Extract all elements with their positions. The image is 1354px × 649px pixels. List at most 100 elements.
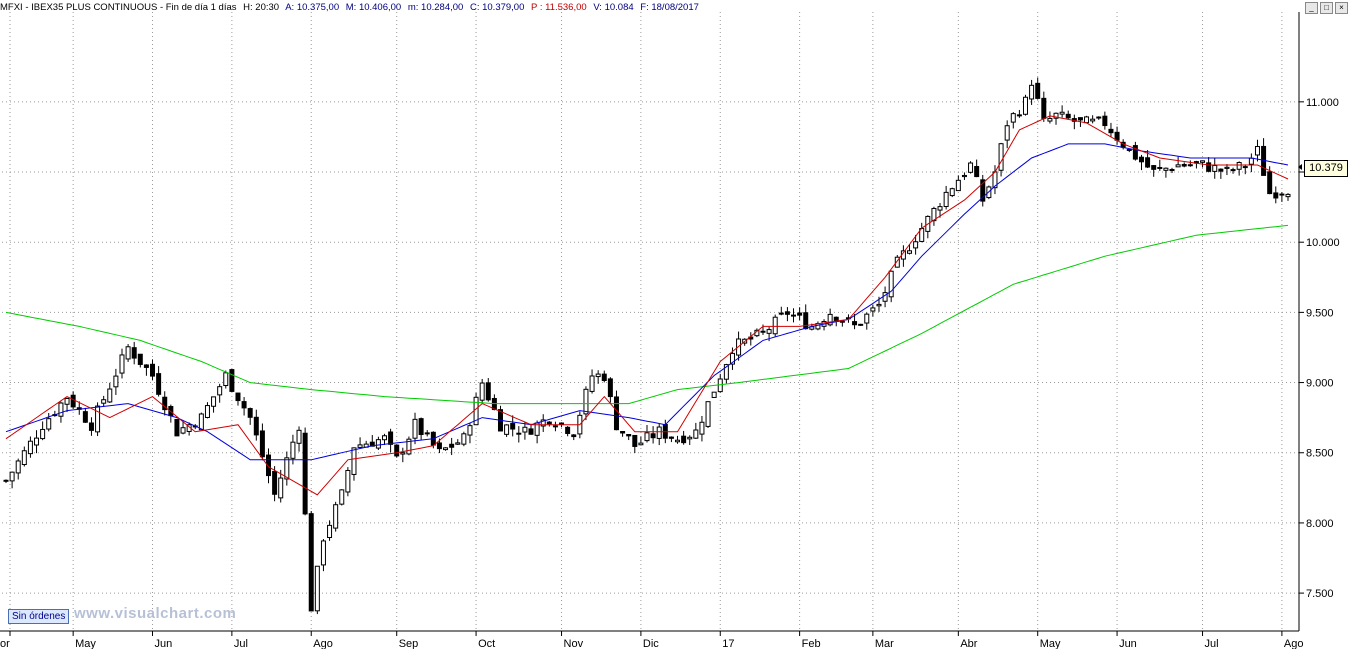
candle-body xyxy=(278,477,284,499)
candle-body xyxy=(620,430,626,434)
last-price-pointer xyxy=(1298,164,1302,170)
maximize-button[interactable]: □ xyxy=(1320,2,1333,14)
candle-body xyxy=(888,270,894,298)
candle-body xyxy=(803,312,809,330)
x-tick-label: Dic xyxy=(643,638,659,649)
candle-body xyxy=(272,470,278,495)
title-symbol: MFXI - IBEX35 PLUS CONTINUOUS - Fin de d… xyxy=(0,2,237,13)
candle-body xyxy=(198,413,204,431)
title-volume: V: 10.084 xyxy=(593,2,634,13)
candle-body xyxy=(406,438,412,455)
candle-body xyxy=(467,425,473,436)
ma-slow-line xyxy=(5,224,1289,405)
candle-body xyxy=(88,422,94,431)
candle-body xyxy=(394,444,400,457)
candle-body xyxy=(644,432,650,442)
candle-body xyxy=(223,372,229,387)
candle-body xyxy=(1059,111,1065,115)
candle-body xyxy=(485,382,491,401)
x-tick-label: Nov xyxy=(564,638,584,649)
candle-body xyxy=(852,321,858,326)
candle-body xyxy=(1169,168,1175,171)
candle-body xyxy=(675,439,681,443)
candle-body xyxy=(101,399,107,404)
candle-body xyxy=(40,428,46,440)
candle-body xyxy=(668,436,674,439)
window-title-bar: MFXI - IBEX35 PLUS CONTINUOUS - Fin de d… xyxy=(0,0,1354,16)
candle-body xyxy=(632,434,638,447)
y-tick-label: 9.500 xyxy=(1306,307,1334,319)
candle-body xyxy=(1163,167,1169,171)
candle-body xyxy=(290,441,296,459)
candle-body xyxy=(760,330,766,333)
x-axis-ticks: or May Jun Jul Ago Sep Oct Nov Dic 17 Feb Mar Abr May… xyxy=(0,631,1303,649)
candle-body xyxy=(70,394,76,408)
candle-body xyxy=(180,427,186,434)
candle-body xyxy=(522,426,528,433)
candle-body xyxy=(461,433,467,445)
candle-body xyxy=(436,442,442,450)
candle-body xyxy=(143,364,149,368)
candle-body xyxy=(705,401,711,427)
title-date: F: 18/08/2017 xyxy=(640,2,699,13)
ma-fast-line xyxy=(5,115,1289,496)
candle-body xyxy=(1267,171,1273,195)
candle-body xyxy=(778,312,784,315)
candle-body xyxy=(613,396,619,431)
candle-body xyxy=(699,421,705,435)
candle-body xyxy=(1077,117,1083,121)
candle-body xyxy=(174,419,180,437)
candle-body xyxy=(650,433,656,439)
candle-body xyxy=(369,441,375,447)
orders-status-button[interactable]: Sin órdenes xyxy=(8,609,70,624)
x-tick-label: Oct xyxy=(478,638,495,649)
candle-body xyxy=(357,444,363,448)
watermark: www.visualchart.com xyxy=(74,605,237,622)
candle-body xyxy=(638,442,644,446)
candle-body xyxy=(235,392,241,402)
candle-body xyxy=(1138,156,1144,163)
close-button[interactable]: × xyxy=(1335,2,1348,14)
candle-body xyxy=(864,313,870,324)
candle-body xyxy=(308,513,314,612)
candle-body xyxy=(711,391,717,398)
candle-body xyxy=(552,425,558,428)
candle-body xyxy=(1187,164,1193,167)
candle-body xyxy=(949,188,955,197)
candle-body xyxy=(998,143,1004,171)
minimize-button[interactable]: _ xyxy=(1305,2,1318,14)
candle-body xyxy=(791,314,797,317)
candle-body xyxy=(528,428,534,435)
candle-body xyxy=(1041,97,1047,119)
candle-body xyxy=(797,312,803,316)
candle-body xyxy=(1084,116,1090,124)
candles xyxy=(3,77,1291,615)
candle-body xyxy=(656,426,662,439)
last-price-tag: 10.379 xyxy=(1304,160,1348,177)
candle-body xyxy=(247,408,253,418)
candle-body xyxy=(876,303,882,307)
candle-body xyxy=(327,524,333,539)
candle-body xyxy=(229,369,235,392)
candle-body xyxy=(1200,160,1206,163)
candle-body xyxy=(589,375,595,392)
candle-body xyxy=(1132,145,1138,160)
candle-body xyxy=(1218,168,1224,172)
y-tick-label: 11.000 xyxy=(1306,97,1339,109)
x-tick-label: or xyxy=(0,638,10,649)
candle-body xyxy=(1022,96,1028,115)
candle-body xyxy=(1285,193,1291,198)
candle-body xyxy=(546,421,552,425)
candle-body xyxy=(320,540,326,566)
candle-body xyxy=(974,166,980,178)
candle-body xyxy=(351,447,357,475)
candle-body xyxy=(565,426,571,434)
candle-body xyxy=(266,454,272,477)
candle-body xyxy=(1242,166,1248,169)
candle-body xyxy=(284,457,290,480)
candle-body xyxy=(571,434,577,438)
candle-body xyxy=(583,388,589,415)
candle-body xyxy=(375,439,381,449)
candle-body xyxy=(1279,193,1285,196)
